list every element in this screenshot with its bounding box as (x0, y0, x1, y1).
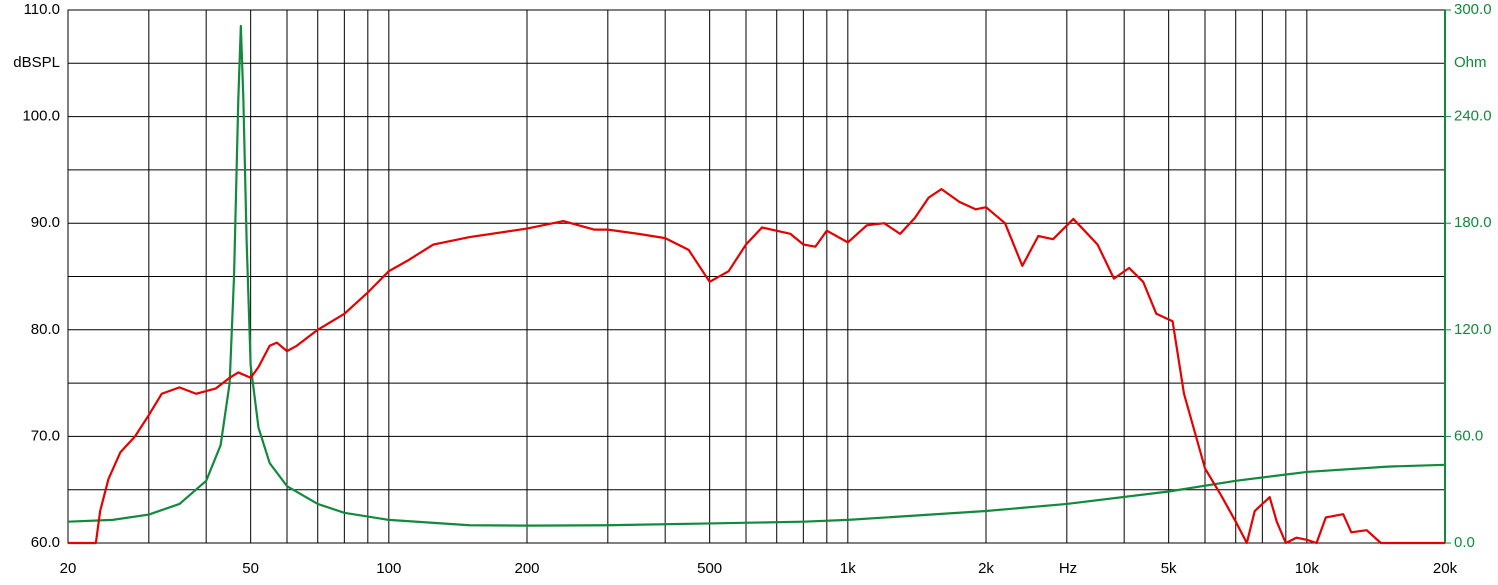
y-tick-label: 60.0 (31, 534, 60, 551)
y2-tick-label: 0.0 (1454, 534, 1475, 551)
y2-tick-label: 120.0 (1454, 321, 1492, 338)
y-axis-label: dBSPL (13, 54, 60, 71)
x-tick-label: 20k (1433, 560, 1458, 577)
x-tick-label: 50 (242, 560, 259, 577)
x-tick-label: 500 (697, 560, 722, 577)
y2-tick-label: 300.0 (1454, 1, 1492, 18)
y2-tick-label: 60.0 (1454, 427, 1483, 444)
x-tick-label: 1k (840, 560, 856, 577)
x-tick-label: 20 (60, 560, 77, 577)
y-tick-label: 100.0 (22, 108, 60, 125)
x-tick-label: 10k (1295, 560, 1320, 577)
x-tick-label: 2k (978, 560, 994, 577)
y2-axis-label: Ohm (1454, 54, 1487, 71)
y-tick-label: 80.0 (31, 321, 60, 338)
x-tick-label: 200 (514, 560, 539, 577)
y-tick-label: 70.0 (31, 427, 60, 444)
series-line (68, 187, 1445, 545)
y-tick-label: 90.0 (31, 214, 60, 231)
y-tick-label: 110.0 (24, 1, 60, 18)
y2-tick-label: 240.0 (1454, 108, 1492, 125)
x-tick-label: 100 (376, 560, 401, 577)
series-line (67, 24, 1446, 527)
y2-tick-label: 180.0 (1454, 214, 1492, 231)
x-axis-label: Hz (1059, 560, 1077, 577)
x-tick-label: 5k (1161, 560, 1177, 577)
